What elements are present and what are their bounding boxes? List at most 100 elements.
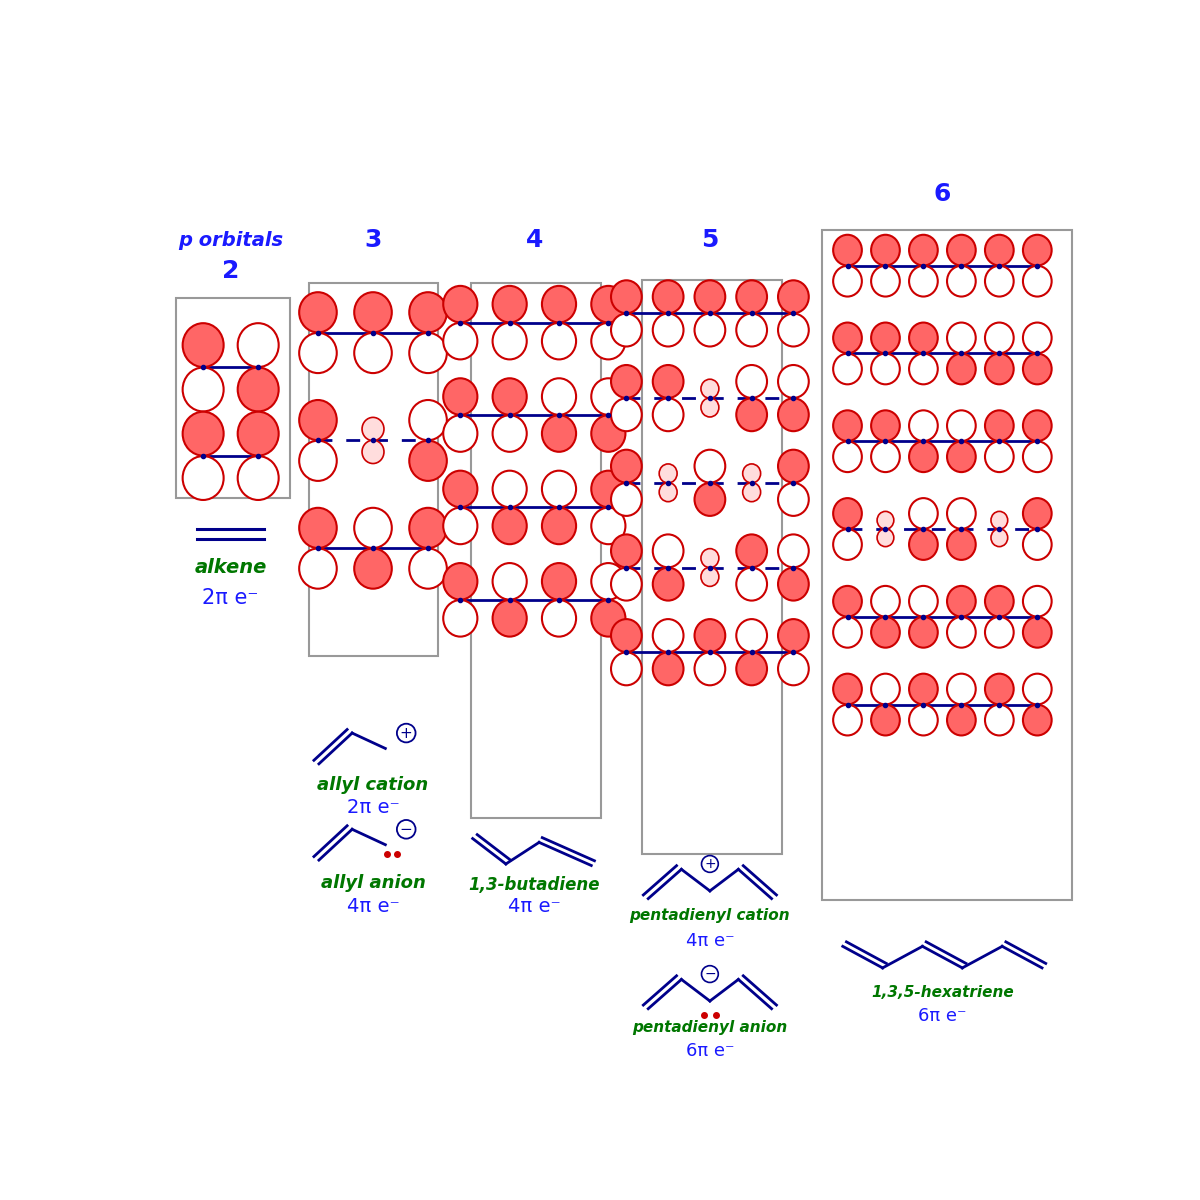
Ellipse shape xyxy=(542,378,576,415)
Bar xyxy=(175,298,289,498)
Ellipse shape xyxy=(737,313,767,347)
Ellipse shape xyxy=(778,482,809,516)
Text: 4π e⁻: 4π e⁻ xyxy=(347,896,400,916)
Ellipse shape xyxy=(871,354,900,384)
Ellipse shape xyxy=(492,508,527,545)
Ellipse shape xyxy=(299,548,337,589)
Ellipse shape xyxy=(409,293,446,332)
Ellipse shape xyxy=(910,673,937,704)
Ellipse shape xyxy=(985,617,1014,648)
Ellipse shape xyxy=(833,323,862,353)
Ellipse shape xyxy=(701,379,719,398)
Ellipse shape xyxy=(910,235,937,265)
Bar xyxy=(642,281,782,854)
Ellipse shape xyxy=(833,498,862,529)
Ellipse shape xyxy=(695,619,725,652)
Ellipse shape xyxy=(833,617,862,648)
Ellipse shape xyxy=(409,548,446,589)
Ellipse shape xyxy=(871,617,900,648)
Ellipse shape xyxy=(1022,673,1051,704)
Ellipse shape xyxy=(985,266,1014,296)
Ellipse shape xyxy=(833,704,862,736)
Ellipse shape xyxy=(542,600,576,637)
Ellipse shape xyxy=(653,534,684,568)
Ellipse shape xyxy=(991,511,1008,529)
Ellipse shape xyxy=(833,266,862,296)
Ellipse shape xyxy=(542,286,576,323)
Ellipse shape xyxy=(833,442,862,472)
Ellipse shape xyxy=(542,323,576,360)
Ellipse shape xyxy=(1022,410,1051,442)
Ellipse shape xyxy=(991,529,1008,547)
Ellipse shape xyxy=(910,266,937,296)
Ellipse shape xyxy=(611,534,642,568)
Ellipse shape xyxy=(778,653,809,685)
Ellipse shape xyxy=(653,619,684,652)
Ellipse shape xyxy=(611,365,642,398)
Ellipse shape xyxy=(833,235,862,265)
Ellipse shape xyxy=(492,600,527,637)
Ellipse shape xyxy=(238,412,278,456)
Ellipse shape xyxy=(492,286,527,323)
Ellipse shape xyxy=(737,398,767,431)
Ellipse shape xyxy=(947,354,976,384)
Ellipse shape xyxy=(592,563,625,600)
Ellipse shape xyxy=(947,498,976,529)
Ellipse shape xyxy=(659,464,677,482)
Ellipse shape xyxy=(492,378,527,415)
Ellipse shape xyxy=(737,365,767,398)
Ellipse shape xyxy=(737,653,767,685)
Ellipse shape xyxy=(778,365,809,398)
Ellipse shape xyxy=(737,534,767,568)
Ellipse shape xyxy=(409,508,446,548)
Ellipse shape xyxy=(492,470,527,508)
Ellipse shape xyxy=(492,563,527,600)
Text: 3: 3 xyxy=(365,228,382,252)
Ellipse shape xyxy=(701,568,719,587)
Text: alkene: alkene xyxy=(194,558,266,577)
Ellipse shape xyxy=(695,450,725,482)
Text: allyl cation: allyl cation xyxy=(317,775,428,793)
Ellipse shape xyxy=(299,440,337,481)
Ellipse shape xyxy=(737,281,767,313)
Ellipse shape xyxy=(443,378,478,415)
Ellipse shape xyxy=(611,398,642,431)
Ellipse shape xyxy=(238,456,278,500)
Ellipse shape xyxy=(1022,266,1051,296)
Ellipse shape xyxy=(542,563,576,600)
Ellipse shape xyxy=(611,619,642,652)
Ellipse shape xyxy=(833,673,862,704)
Ellipse shape xyxy=(985,323,1014,353)
Ellipse shape xyxy=(833,354,862,384)
Ellipse shape xyxy=(947,673,976,704)
Ellipse shape xyxy=(611,313,642,347)
Text: +: + xyxy=(704,857,715,871)
Ellipse shape xyxy=(611,281,642,313)
Ellipse shape xyxy=(299,400,337,440)
Ellipse shape xyxy=(492,415,527,452)
Ellipse shape xyxy=(778,281,809,313)
Ellipse shape xyxy=(947,586,976,617)
Ellipse shape xyxy=(1022,704,1051,736)
Ellipse shape xyxy=(299,508,337,548)
Ellipse shape xyxy=(833,529,862,560)
Ellipse shape xyxy=(947,323,976,353)
Ellipse shape xyxy=(354,293,391,332)
Text: +: + xyxy=(400,726,413,740)
Bar xyxy=(310,283,438,656)
Ellipse shape xyxy=(182,323,223,367)
Ellipse shape xyxy=(592,286,625,323)
Ellipse shape xyxy=(592,600,625,637)
Ellipse shape xyxy=(409,440,446,481)
Ellipse shape xyxy=(1022,586,1051,617)
Ellipse shape xyxy=(701,398,719,416)
Ellipse shape xyxy=(1022,442,1051,472)
Ellipse shape xyxy=(362,418,384,440)
Ellipse shape xyxy=(778,534,809,568)
Ellipse shape xyxy=(833,410,862,442)
Ellipse shape xyxy=(299,332,337,373)
Ellipse shape xyxy=(947,266,976,296)
Text: 2π e⁻: 2π e⁻ xyxy=(347,798,400,817)
Ellipse shape xyxy=(354,548,391,589)
Ellipse shape xyxy=(362,440,384,463)
